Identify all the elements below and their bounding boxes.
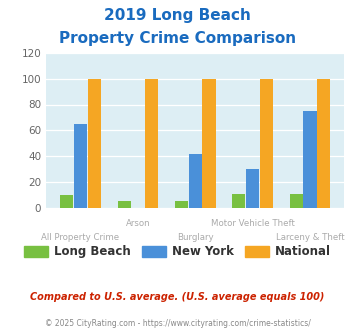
Bar (175, 201, 188, 208)
Text: Arson: Arson (126, 219, 150, 228)
Bar (88, 79, 101, 208)
Bar (246, 169, 259, 208)
Bar (145, 79, 158, 208)
Bar (189, 154, 202, 208)
Bar (304, 111, 317, 208)
Bar (118, 201, 131, 208)
Bar (290, 194, 303, 208)
Text: Property Crime Comparison: Property Crime Comparison (59, 31, 296, 46)
Bar (74, 124, 87, 208)
Bar (260, 79, 273, 208)
Text: Compared to U.S. average. (U.S. average equals 100): Compared to U.S. average. (U.S. average … (30, 292, 325, 302)
Text: All Property Crime: All Property Crime (42, 233, 120, 242)
Text: © 2025 CityRating.com - https://www.cityrating.com/crime-statistics/: © 2025 CityRating.com - https://www.city… (45, 319, 310, 328)
Text: Motor Vehicle Theft: Motor Vehicle Theft (211, 219, 295, 228)
Bar (202, 79, 215, 208)
Text: Burglary: Burglary (177, 233, 214, 242)
Bar (317, 79, 330, 208)
Bar (60, 195, 73, 208)
Legend: Long Beach, New York, National: Long Beach, New York, National (20, 241, 335, 263)
Text: Larceny & Theft: Larceny & Theft (275, 233, 344, 242)
Text: 2019 Long Beach: 2019 Long Beach (104, 8, 251, 23)
Bar (232, 194, 245, 208)
